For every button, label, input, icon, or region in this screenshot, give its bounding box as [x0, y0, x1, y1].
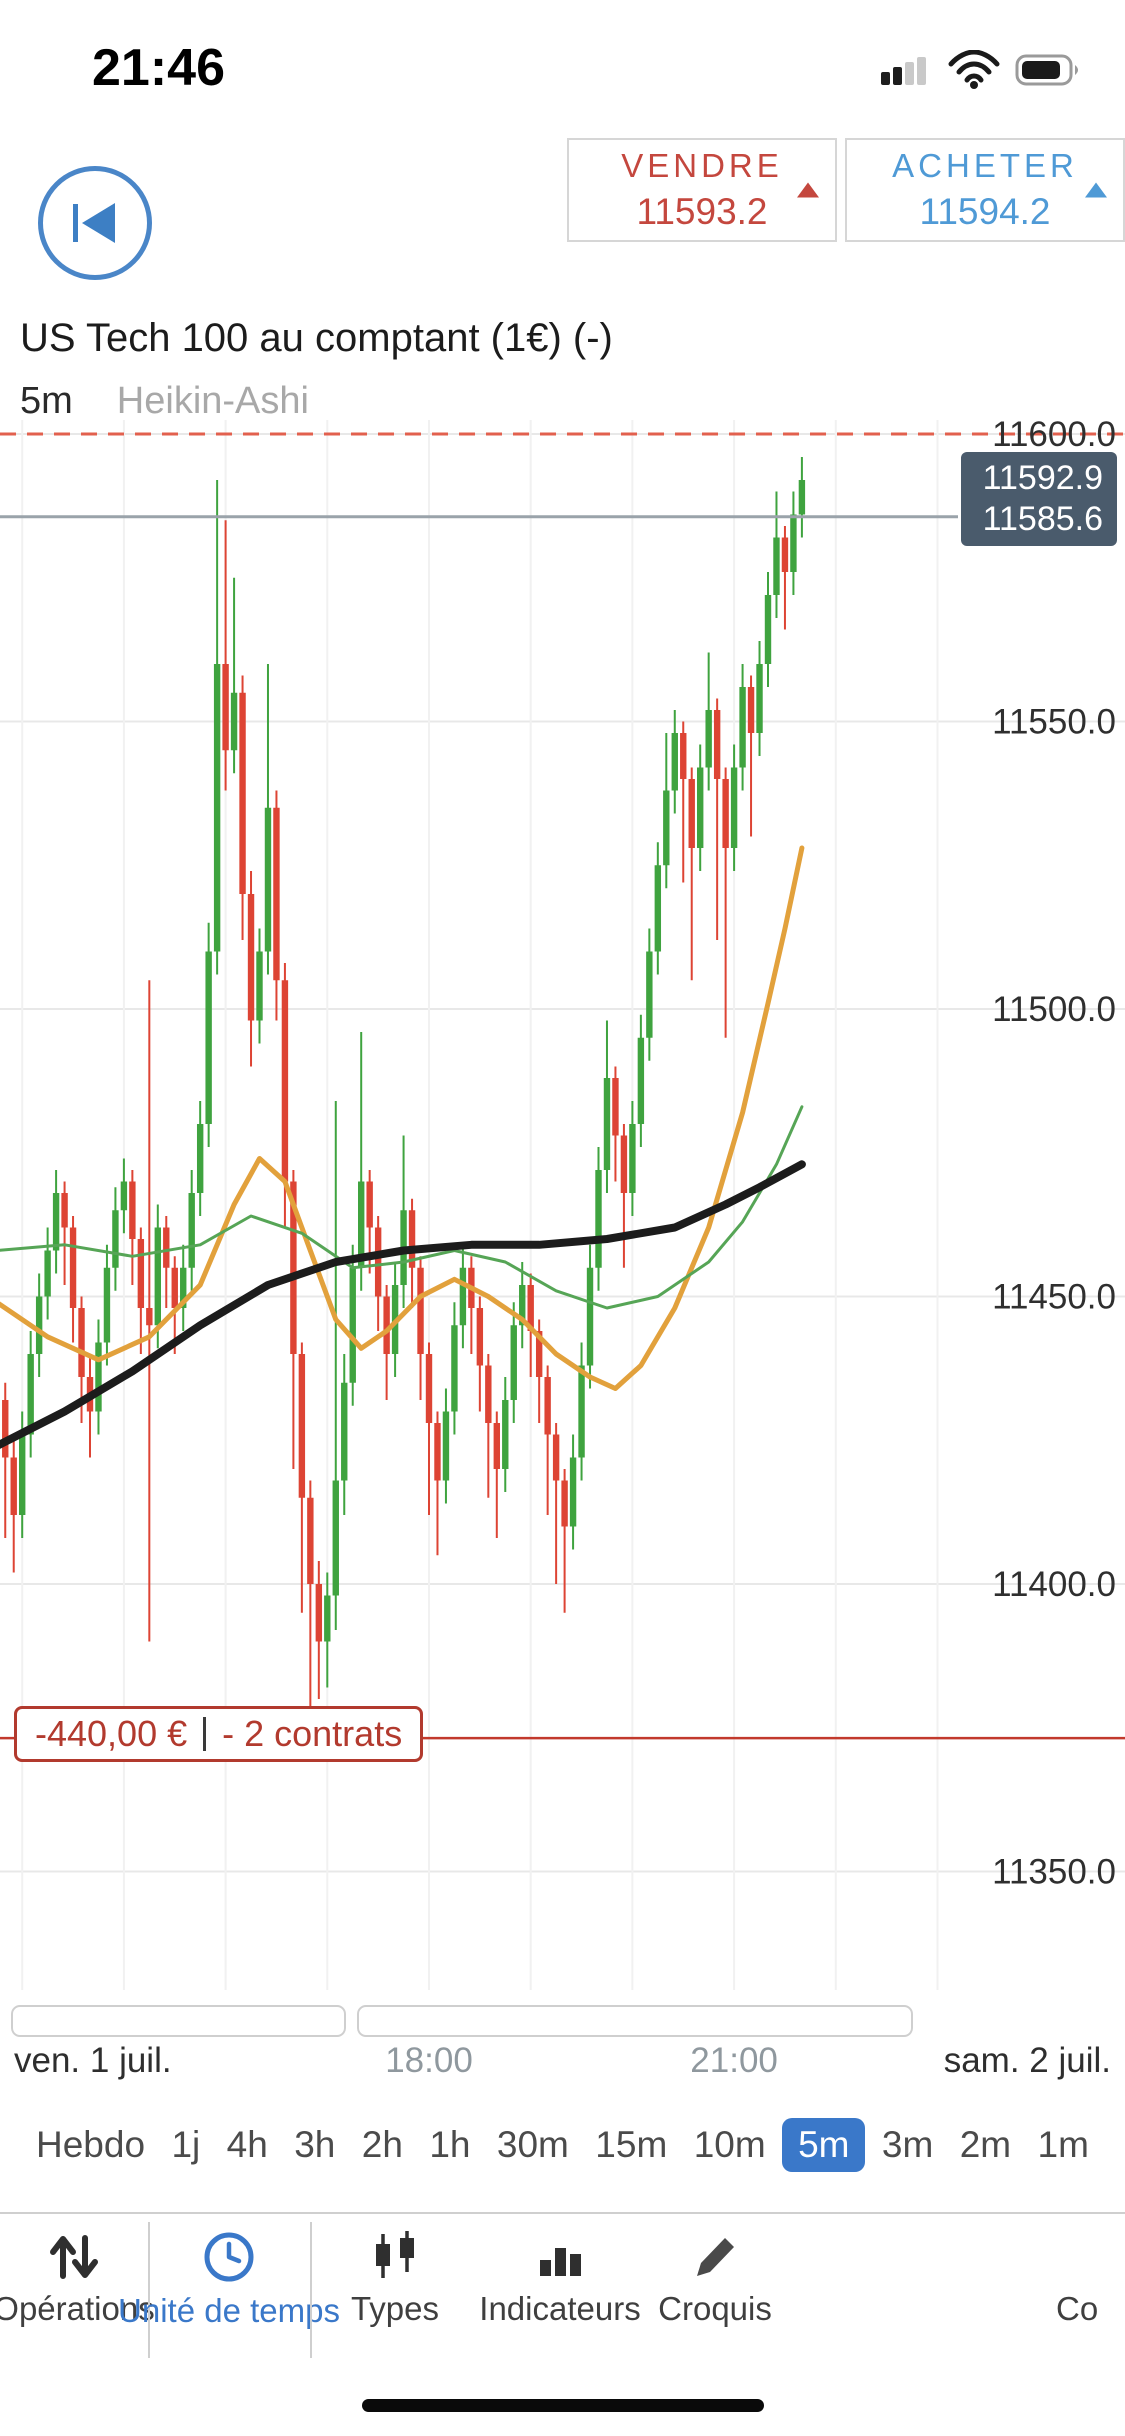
timeframe-1h[interactable]: 1h: [429, 2124, 471, 2165]
buy-button[interactable]: ACHETER 11594.2: [845, 138, 1125, 242]
toolbar-types-label: Types: [350, 2290, 440, 2327]
svg-text:11500.0: 11500.0: [992, 990, 1116, 1029]
toolbar-indicators[interactable]: Indicateurs: [479, 2214, 641, 2364]
timeframe-15m[interactable]: 15m: [595, 2124, 668, 2165]
sell-up-triangle-icon: [797, 182, 819, 198]
badge-price-last: 11592.9: [982, 459, 1103, 497]
svg-text:11400.0: 11400.0: [992, 1565, 1116, 1604]
battery-icon: [1015, 54, 1078, 86]
toolbar-truncated-item[interactable]: Co: [1056, 2214, 1125, 2364]
sell-button[interactable]: VENDRE 11593.2: [567, 138, 837, 242]
timeframe-bar: Hebdo 1j 4h 3h 2h 1h 30m 15m 10m 5m 3m 2m 1m: [0, 2108, 1125, 2182]
buy-label: ACHETER: [892, 147, 1078, 184]
cellular-signal-icon: [881, 57, 926, 85]
toolbar-operations[interactable]: Opérations: [0, 2214, 155, 2364]
toolbar-types[interactable]: Types: [310, 2214, 480, 2364]
interval-label[interactable]: 5m: [20, 380, 73, 422]
toolbar-indicators-label: Indicateurs: [479, 2290, 641, 2327]
back-button[interactable]: [38, 166, 152, 280]
bar-chart-icon: [540, 2248, 581, 2276]
toolbar-divider: [310, 2222, 312, 2358]
timeframe-hebdo[interactable]: Hebdo: [36, 2124, 146, 2165]
toolbar-operations-label: Opérations: [0, 2290, 155, 2327]
svg-text:21:00: 21:00: [690, 2041, 778, 2080]
sell-label: VENDRE: [621, 147, 783, 184]
position-pnl-label[interactable]: -440,00 € - 2 contrats: [14, 1706, 424, 1762]
badge-price-current: 11585.6: [982, 500, 1103, 538]
toolbar-truncated-label: Co: [1056, 2290, 1099, 2327]
toolbar-time-unit[interactable]: Unité de temps: [118, 2214, 340, 2364]
wifi-icon: [948, 50, 1000, 89]
chart-style-label[interactable]: Heikin-Ashi: [116, 380, 309, 422]
timeframe-30m[interactable]: 30m: [496, 2124, 569, 2165]
status-time: 21:46: [92, 39, 225, 97]
up-down-arrows-icon: [50, 2235, 98, 2279]
timeframe-2m[interactable]: 2m: [959, 2124, 1012, 2165]
buy-up-triangle-icon: [1085, 182, 1107, 198]
sell-price: 11593.2: [636, 191, 768, 232]
price-chart[interactable]: 11600.0 11550.0 11500.0 11450.0 11400.0 11350…: [0, 420, 1125, 2080]
price-badge: 11592.9 11585.6: [961, 452, 1117, 546]
position-pnl: -440,00 €: [35, 1713, 188, 1754]
toolbar-time-unit-label: Unité de temps: [118, 2292, 340, 2329]
svg-text:ven. 1 juil.: ven. 1 juil.: [14, 2041, 172, 2080]
back-arrow-icon: [73, 203, 115, 243]
quote-panel: VENDRE 11593.2 ACHETER 11594.2: [567, 138, 1125, 242]
buy-price: 11594.2: [919, 191, 1051, 232]
svg-text:11450.0: 11450.0: [992, 1278, 1116, 1317]
svg-text:11350.0: 11350.0: [992, 1853, 1116, 1892]
instrument-title: US Tech 100 au comptant (1€) (-): [20, 316, 613, 360]
timeframe-1m[interactable]: 1m: [1037, 2124, 1089, 2165]
toolbar-sketch-label: Croquis: [658, 2290, 772, 2327]
timeframe-10m[interactable]: 10m: [693, 2124, 766, 2165]
svg-text:18:00: 18:00: [385, 2041, 473, 2080]
home-indicator[interactable]: [361, 2399, 764, 2412]
timeframe-3h[interactable]: 3h: [294, 2124, 336, 2165]
timeframe-1j[interactable]: 1j: [171, 2124, 201, 2165]
chart-subheader: 5m Heikin-Ashi: [20, 380, 309, 423]
svg-text:sam. 2 juil.: sam. 2 juil.: [944, 2041, 1111, 2080]
clock-icon: [204, 2232, 254, 2282]
svg-text:11600.0: 11600.0: [992, 420, 1116, 454]
truncated-icon: [1056, 2230, 1112, 2282]
toolbar-divider: [148, 2222, 150, 2358]
svg-text:11550.0: 11550.0: [992, 703, 1116, 742]
toolbar-sketch[interactable]: Croquis: [640, 2214, 790, 2364]
status-icons: [881, 50, 1083, 90]
timeframe-2h[interactable]: 2h: [361, 2124, 403, 2165]
position-label-divider-icon: [203, 1717, 207, 1751]
position-contracts: - 2 contrats: [222, 1713, 403, 1754]
timeframe-3m[interactable]: 3m: [881, 2124, 934, 2165]
timeframe-4h[interactable]: 4h: [226, 2124, 268, 2165]
bottom-toolbar: Opérations Unité de temps Types: [0, 2212, 1125, 2378]
pencil-icon: [697, 2238, 734, 2276]
candlesticks-icon: [376, 2231, 414, 2278]
timeframe-5m[interactable]: 5m: [782, 2118, 866, 2172]
